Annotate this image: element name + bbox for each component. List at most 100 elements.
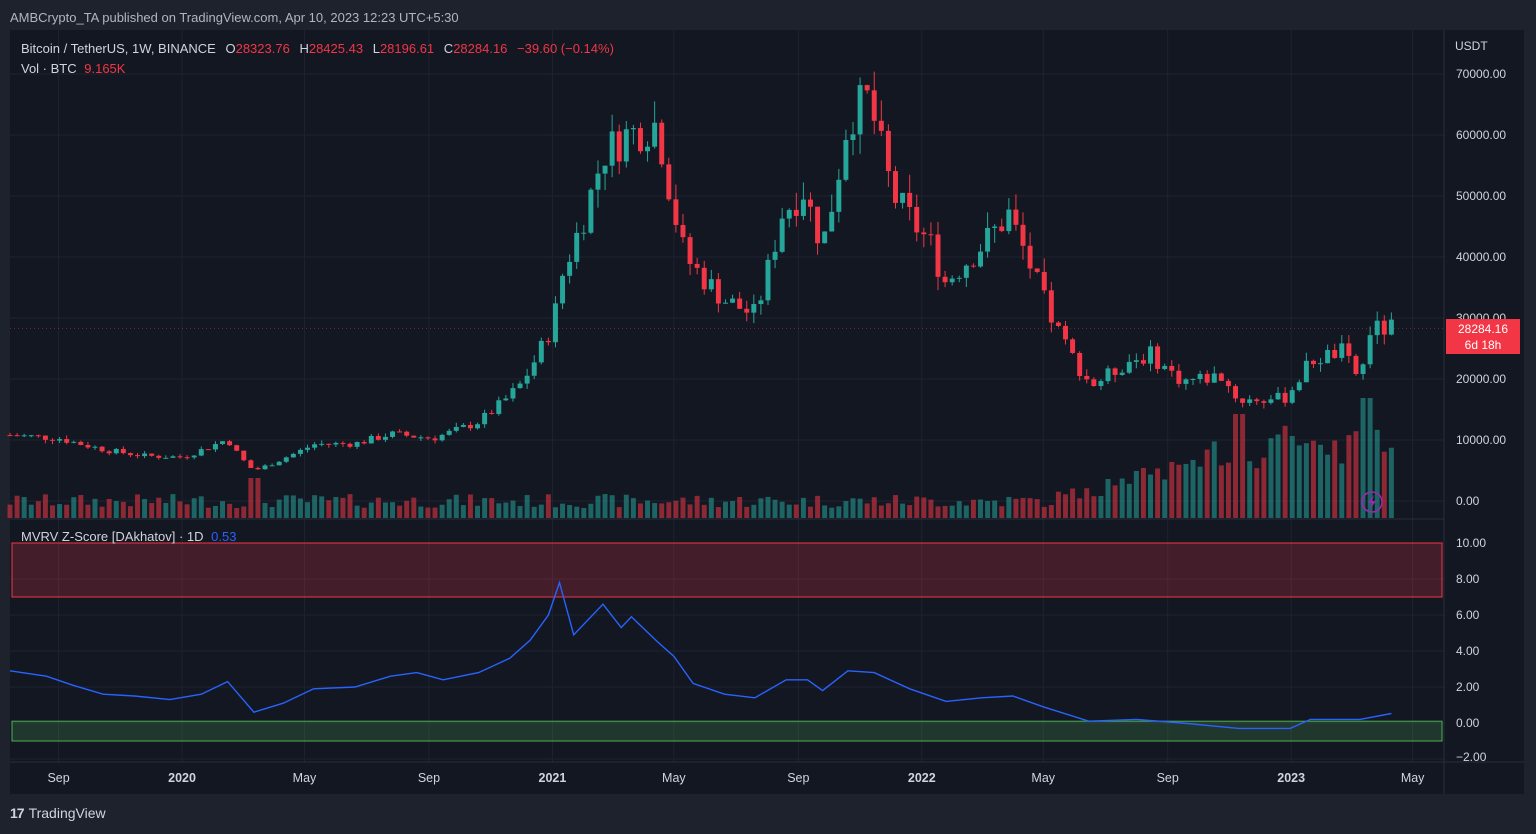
candle-body [723, 302, 728, 304]
candle-body [567, 261, 573, 276]
candle-body [1048, 290, 1054, 323]
candle-body [609, 131, 615, 166]
candle-body [1190, 378, 1196, 380]
price-tick-label: 60000.00 [1456, 128, 1506, 142]
volume-bar [864, 503, 870, 518]
volume-bar [205, 507, 211, 518]
symbol-name[interactable]: Bitcoin / TetherUS, 1W, BINANCE [21, 41, 216, 56]
candle-body [1091, 379, 1097, 386]
volume-bar [999, 506, 1005, 518]
candle-body [1169, 365, 1175, 371]
candle-body [637, 128, 643, 152]
low-value: 28196.61 [379, 41, 435, 56]
volume-bar [503, 502, 509, 518]
candle-body [652, 122, 658, 147]
candle-body [1275, 392, 1281, 400]
candle-body [815, 206, 821, 244]
volume-bar [510, 500, 516, 518]
candle-body [85, 444, 91, 448]
candle-body [290, 453, 296, 458]
volume-bar [1197, 466, 1203, 518]
candle-body [234, 445, 240, 451]
candle-body [538, 340, 544, 363]
volume-bar [694, 495, 700, 518]
volume-bar [751, 504, 757, 518]
volume-bar [21, 497, 27, 518]
volume-bar [234, 507, 240, 518]
volume-bar [42, 494, 48, 518]
volume-bar [78, 495, 84, 518]
candle-body [1268, 399, 1274, 403]
undervalued-band [11, 720, 1443, 742]
volume-bar [1055, 491, 1061, 518]
volume-bar [673, 500, 679, 518]
volume-bar [425, 507, 431, 518]
candle-body [120, 448, 126, 454]
volume-bar [92, 498, 98, 518]
volume-bar [198, 496, 204, 518]
volume-bar [35, 501, 41, 518]
grid-lines [10, 30, 1444, 762]
volume-bar [652, 503, 658, 518]
volume-bar [276, 499, 282, 518]
candle-body [276, 461, 282, 466]
candle-body [878, 120, 884, 131]
candle-body [999, 226, 1005, 232]
candle-body [297, 449, 303, 454]
volume-bar [786, 504, 792, 518]
volume-bar [921, 497, 927, 518]
volume-bar [1282, 425, 1288, 518]
volume-bar [1027, 498, 1033, 518]
volume-bar [57, 504, 63, 518]
volume-bar [1084, 488, 1090, 518]
volume-bar [1169, 461, 1175, 518]
currency-label[interactable]: USDT [1455, 39, 1488, 53]
candle-body [524, 375, 530, 384]
candle-body [935, 234, 941, 277]
candle-body [333, 442, 339, 445]
indicator-legend[interactable]: MVRV Z-Score [DAkhatov] · 1D 0.53 [21, 529, 236, 544]
volume-bar [64, 504, 70, 518]
volume-bar [595, 495, 601, 518]
volume-bar [305, 502, 311, 518]
candle-body [305, 447, 311, 450]
current-price: 28284.16 [1457, 322, 1509, 336]
tradingview-brand[interactable]: 17 TradingView [10, 805, 106, 821]
volume-bar [531, 506, 537, 518]
volume-bar [475, 505, 481, 518]
volume-bar [616, 507, 622, 518]
volume-bar [666, 502, 672, 518]
candle-body [496, 400, 502, 414]
volume-bar [326, 500, 332, 518]
volume-bar [1289, 436, 1295, 518]
volume-bar [1325, 454, 1331, 518]
volume-bar [390, 502, 396, 518]
price-tick-label: 0.00 [1456, 494, 1480, 508]
candle-body [581, 232, 587, 234]
candle-body [942, 276, 948, 283]
volume-bar [765, 496, 771, 518]
candle-body [1084, 375, 1090, 380]
lightning-icon[interactable] [1361, 491, 1383, 513]
candle-body [921, 232, 927, 235]
candle-body [758, 300, 764, 305]
zscore-tick-label: 0.00 [1456, 716, 1480, 730]
volume-bar [1275, 434, 1281, 518]
volume-legend[interactable]: Vol · BTC 9.165K [21, 61, 125, 76]
candle-countdown: 6d 18h [1464, 338, 1502, 352]
candle-body [1162, 365, 1168, 369]
candle-body [14, 435, 20, 437]
candle-body [1027, 245, 1033, 269]
candle-body [1240, 398, 1246, 403]
volume-bar [496, 503, 502, 518]
candle-body [1218, 373, 1224, 381]
symbol-legend[interactable]: Bitcoin / TetherUS, 1W, BINANCE O28323.7… [21, 41, 614, 56]
candle-body [517, 383, 523, 389]
volume-bar [1155, 468, 1161, 518]
candle-body [956, 277, 962, 279]
candle-body [666, 164, 672, 200]
candle-body [829, 211, 835, 232]
candle-body [397, 431, 403, 433]
volume-bar [163, 502, 169, 518]
